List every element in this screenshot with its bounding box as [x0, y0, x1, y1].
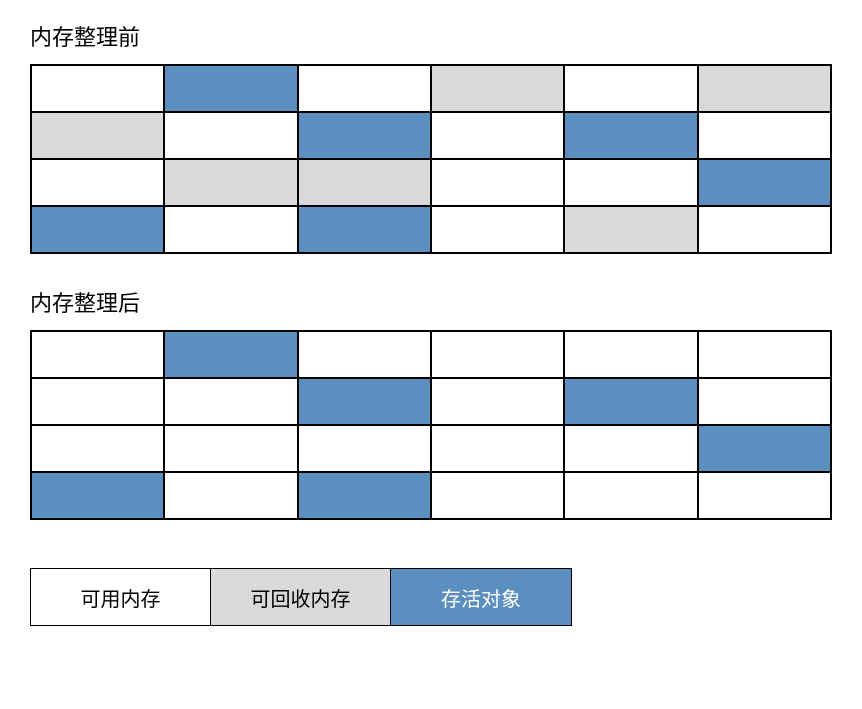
- grid-cell: [31, 65, 164, 112]
- grid-cell: [164, 378, 297, 425]
- grid-cell: [31, 206, 164, 253]
- grid-cell: [564, 206, 697, 253]
- title-before: 内存整理前: [30, 20, 832, 52]
- grid-cell: [164, 206, 297, 253]
- grid-cell: [431, 425, 564, 472]
- grid-cell: [564, 378, 697, 425]
- grid-cell: [298, 206, 431, 253]
- grid-cell: [431, 378, 564, 425]
- grid-cell: [164, 159, 297, 206]
- grid-cell: [564, 112, 697, 159]
- grid-cell: [431, 331, 564, 378]
- grid-cell: [164, 112, 297, 159]
- grid-cell: [698, 331, 831, 378]
- grid-cell: [31, 425, 164, 472]
- grid-cell: [564, 159, 697, 206]
- grid-cell: [31, 112, 164, 159]
- grid-cell: [564, 331, 697, 378]
- title-after: 内存整理后: [30, 286, 832, 318]
- grid-cell: [564, 472, 697, 519]
- grid-cell: [31, 331, 164, 378]
- legend-item: 可回收内存: [211, 569, 391, 625]
- grid-cell: [431, 159, 564, 206]
- grid-cell: [164, 472, 297, 519]
- grid-cell: [431, 65, 564, 112]
- grid-cell: [31, 378, 164, 425]
- grid-cell: [298, 425, 431, 472]
- grid-cell: [698, 425, 831, 472]
- grid-cell: [164, 65, 297, 112]
- grid-cell: [298, 112, 431, 159]
- grid-cell: [698, 112, 831, 159]
- legend: 可用内存可回收内存存活对象: [30, 568, 572, 626]
- legend-item: 可用内存: [31, 569, 211, 625]
- grid-cell: [564, 425, 697, 472]
- grid-cell: [298, 331, 431, 378]
- grid-cell: [431, 472, 564, 519]
- grid-cell: [698, 206, 831, 253]
- grid-cell: [298, 159, 431, 206]
- grid-after: [30, 330, 832, 520]
- grid-cell: [698, 65, 831, 112]
- grid-cell: [698, 378, 831, 425]
- grid-cell: [431, 206, 564, 253]
- grid-cell: [31, 472, 164, 519]
- grid-cell: [164, 331, 297, 378]
- grid-cell: [698, 159, 831, 206]
- grid-cell: [31, 159, 164, 206]
- grid-cell: [564, 65, 697, 112]
- grid-cell: [298, 378, 431, 425]
- grid-before: [30, 64, 832, 254]
- grid-cell: [164, 425, 297, 472]
- grid-cell: [698, 472, 831, 519]
- grid-cell: [298, 472, 431, 519]
- legend-item: 存活对象: [391, 569, 571, 625]
- grid-cell: [431, 112, 564, 159]
- grid-cell: [298, 65, 431, 112]
